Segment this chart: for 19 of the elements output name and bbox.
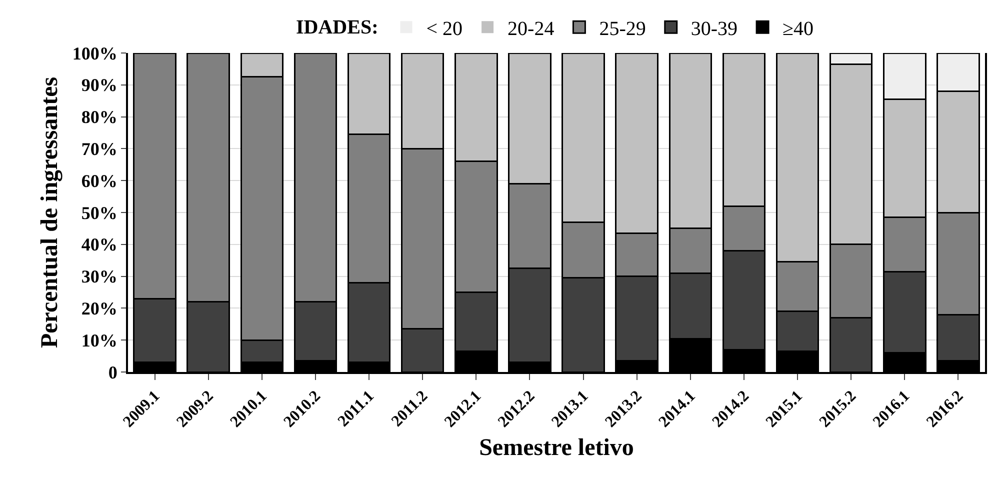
legend-title: IDADES: <box>296 16 378 39</box>
legend-label: < 20 <box>426 18 463 40</box>
legend-label: ≥40 <box>782 18 814 40</box>
y-tick-label: 10% <box>81 330 118 350</box>
y-tick-label: 50% <box>81 202 118 223</box>
legend-label: 25-29 <box>599 18 646 40</box>
y-tick-label: 60% <box>81 170 118 191</box>
legend-label: 20-24 <box>508 18 554 40</box>
y-tick-label: 90% <box>81 75 118 96</box>
y-tick-label: 80% <box>81 107 118 128</box>
y-axis-title: Percentual de ingressantes <box>37 76 63 348</box>
y-tick-label: 100% <box>72 43 118 64</box>
y-tick-label: 70% <box>81 139 118 159</box>
y-tick-label: 30% <box>81 266 118 287</box>
y-tick-label: 20% <box>81 298 118 318</box>
x-axis-title: Semestre letivo <box>479 435 634 461</box>
y-tick-label: 0 <box>108 362 118 382</box>
legend-label: 30-39 <box>690 18 738 40</box>
y-tick-label: 40% <box>81 234 118 255</box>
